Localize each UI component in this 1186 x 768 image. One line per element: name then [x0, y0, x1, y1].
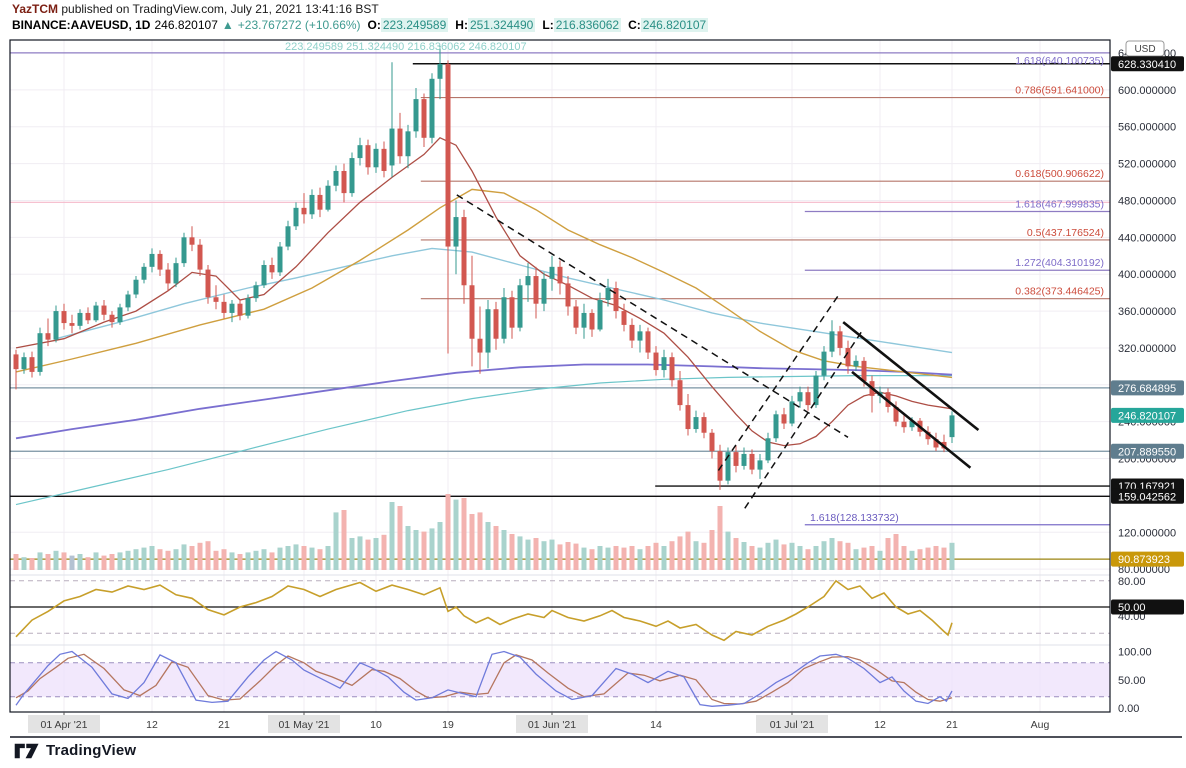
ohlc-label: L: — [542, 18, 554, 32]
svg-text:120.000000: 120.000000 — [1118, 527, 1176, 539]
last-price: 246.820107 — [154, 18, 218, 32]
svg-text:USD: USD — [1134, 44, 1155, 55]
svg-text:276.684895: 276.684895 — [1118, 383, 1176, 395]
symbol-line: BINANCE:AAVEUSD, 1D 246.820107 ▲ +23.767272… — [12, 17, 709, 33]
svg-text:0.00: 0.00 — [1118, 703, 1139, 715]
ohlc-value: 251.324490 — [467, 18, 536, 32]
svg-text:80.00: 80.00 — [1118, 576, 1146, 588]
publish-text: published on TradingView.com, July 21, 2… — [58, 2, 379, 16]
svg-text:0.382(373.446425): 0.382(373.446425) — [1015, 286, 1104, 298]
svg-text:100.00: 100.00 — [1118, 647, 1152, 659]
svg-text:01 May '21: 01 May '21 — [278, 719, 329, 731]
tradingview-logo[interactable]: TradingView — [14, 742, 136, 759]
svg-text:1.618(640.100735): 1.618(640.100735) — [1015, 55, 1104, 67]
svg-text:246.820107: 246.820107 — [1118, 410, 1176, 422]
ohlc-value: 246.820107 — [640, 18, 709, 32]
svg-text:21: 21 — [946, 719, 958, 731]
chart-header: YazTCM published on TradingView.com, Jul… — [12, 2, 709, 33]
svg-text:19: 19 — [442, 719, 454, 731]
ohlc-values: O: 223.249589 H: 251.324490 L: 216.836062 C: 24… — [361, 18, 709, 32]
svg-text:159.042562: 159.042562 — [1118, 491, 1176, 503]
svg-text:600.000000: 600.000000 — [1118, 85, 1176, 97]
svg-text:14: 14 — [650, 719, 662, 731]
svg-text:440.000000: 440.000000 — [1118, 232, 1176, 244]
svg-text:223.249589 251.324490: 223.249589 251.324490 216.836062 246.820… — [285, 41, 527, 53]
svg-text:207.889550: 207.889550 — [1118, 446, 1176, 458]
svg-text:01 Jul '21: 01 Jul '21 — [770, 719, 815, 731]
ohlc-value: 223.249589 — [380, 18, 449, 32]
svg-text:400.000000: 400.000000 — [1118, 269, 1176, 281]
svg-text:01 Jun '21: 01 Jun '21 — [528, 719, 576, 731]
svg-text:1.272(404.310192): 1.272(404.310192) — [1015, 257, 1104, 269]
svg-text:80.000000: 80.000000 — [1118, 564, 1170, 576]
svg-text:90.873923: 90.873923 — [1118, 554, 1170, 566]
svg-text:0.5(437.176524): 0.5(437.176524) — [1027, 227, 1104, 239]
svg-text:480.000000: 480.000000 — [1118, 195, 1176, 207]
up-arrow-icon: ▲ — [221, 18, 234, 32]
svg-text:50.00: 50.00 — [1118, 675, 1146, 687]
svg-text:50.00: 50.00 — [1118, 602, 1146, 614]
author-name: YazTCM — [12, 2, 59, 16]
svg-text:1.618(467.999835): 1.618(467.999835) — [1015, 199, 1104, 211]
svg-text:520.000000: 520.000000 — [1118, 159, 1176, 171]
svg-text:Aug: Aug — [1031, 719, 1050, 731]
ohlc-label: O: — [367, 18, 381, 32]
price-change: +23.767272 (+10.66%) — [237, 18, 361, 32]
svg-text:360.000000: 360.000000 — [1118, 306, 1176, 318]
svg-text:12: 12 — [146, 719, 158, 731]
svg-text:628.330410: 628.330410 — [1118, 59, 1176, 71]
svg-text:01 Apr '21: 01 Apr '21 — [41, 719, 88, 731]
ohlc-label: H: — [455, 18, 468, 32]
publish-line: YazTCM published on TradingView.com, Jul… — [12, 2, 708, 17]
svg-text:0.618(500.906622): 0.618(500.906622) — [1015, 168, 1104, 180]
svg-text:10: 10 — [370, 719, 382, 731]
symbol-title: BINANCE:AAVEUSD, 1D — [12, 18, 151, 32]
svg-text:560.000000: 560.000000 — [1118, 122, 1176, 134]
svg-text:0.786(591.641000): 0.786(591.641000) — [1015, 85, 1104, 97]
svg-text:12: 12 — [874, 719, 886, 731]
svg-text:320.000000: 320.000000 — [1118, 343, 1176, 355]
tradingview-logo-text: TradingView — [46, 742, 137, 759]
ohlc-label: C: — [628, 18, 641, 32]
tradingview-logo-icon — [14, 743, 39, 758]
svg-text:21: 21 — [218, 719, 230, 731]
ohlc-value: 216.836062 — [553, 18, 622, 32]
svg-text:1.618(128.133732): 1.618(128.133732) — [810, 512, 899, 524]
